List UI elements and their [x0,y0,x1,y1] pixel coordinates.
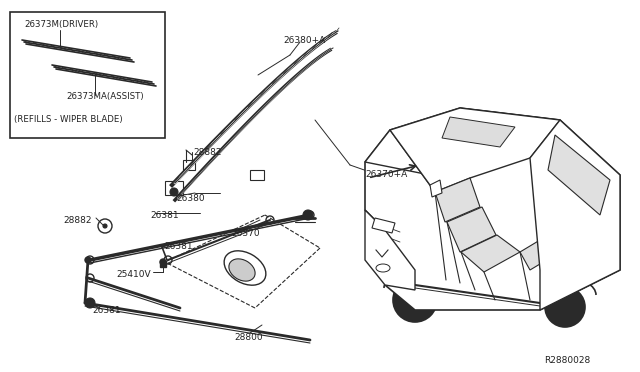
Text: 26381: 26381 [164,242,193,251]
Polygon shape [461,235,520,272]
Polygon shape [442,117,515,147]
Polygon shape [390,130,470,192]
Circle shape [85,257,91,263]
Text: 26381: 26381 [92,306,120,315]
Circle shape [393,278,437,322]
Text: 25410V: 25410V [116,270,150,279]
Polygon shape [372,218,395,233]
Bar [183,160,195,170]
Polygon shape [365,108,620,310]
Circle shape [103,224,107,228]
Bar [250,170,264,180]
Circle shape [410,295,420,305]
Polygon shape [548,135,610,215]
Circle shape [303,210,313,220]
Polygon shape [530,120,620,310]
Circle shape [545,287,585,327]
Text: 26380+A: 26380+A [283,36,325,45]
Polygon shape [520,240,555,270]
Text: 26381: 26381 [150,211,179,220]
Polygon shape [447,207,496,252]
Bar [165,181,183,195]
Circle shape [553,295,577,319]
Text: R2880028: R2880028 [544,356,590,365]
Ellipse shape [229,259,255,281]
Text: 26380: 26380 [176,194,205,203]
Circle shape [561,303,569,311]
Polygon shape [365,210,415,290]
Ellipse shape [376,264,390,272]
Text: 28882: 28882 [63,216,92,225]
Bar [10,12,165,138]
Circle shape [87,300,93,306]
Circle shape [85,298,95,308]
Text: 26373M(DRIVER): 26373M(DRIVER) [24,20,98,29]
Text: 26370: 26370 [231,229,260,238]
Ellipse shape [224,251,266,285]
Circle shape [170,188,178,196]
Circle shape [305,212,311,218]
Text: 28882: 28882 [193,148,221,157]
Polygon shape [365,130,455,175]
Text: (REFILLS - WIPER BLADE): (REFILLS - WIPER BLADE) [14,115,123,124]
Polygon shape [390,108,560,192]
Polygon shape [430,180,442,197]
Polygon shape [435,178,480,222]
Circle shape [160,259,166,265]
Text: 28800: 28800 [234,333,262,342]
Text: 26370+A: 26370+A [365,170,407,179]
Circle shape [402,287,428,313]
Text: 26373MA(ASSIST): 26373MA(ASSIST) [66,92,143,101]
